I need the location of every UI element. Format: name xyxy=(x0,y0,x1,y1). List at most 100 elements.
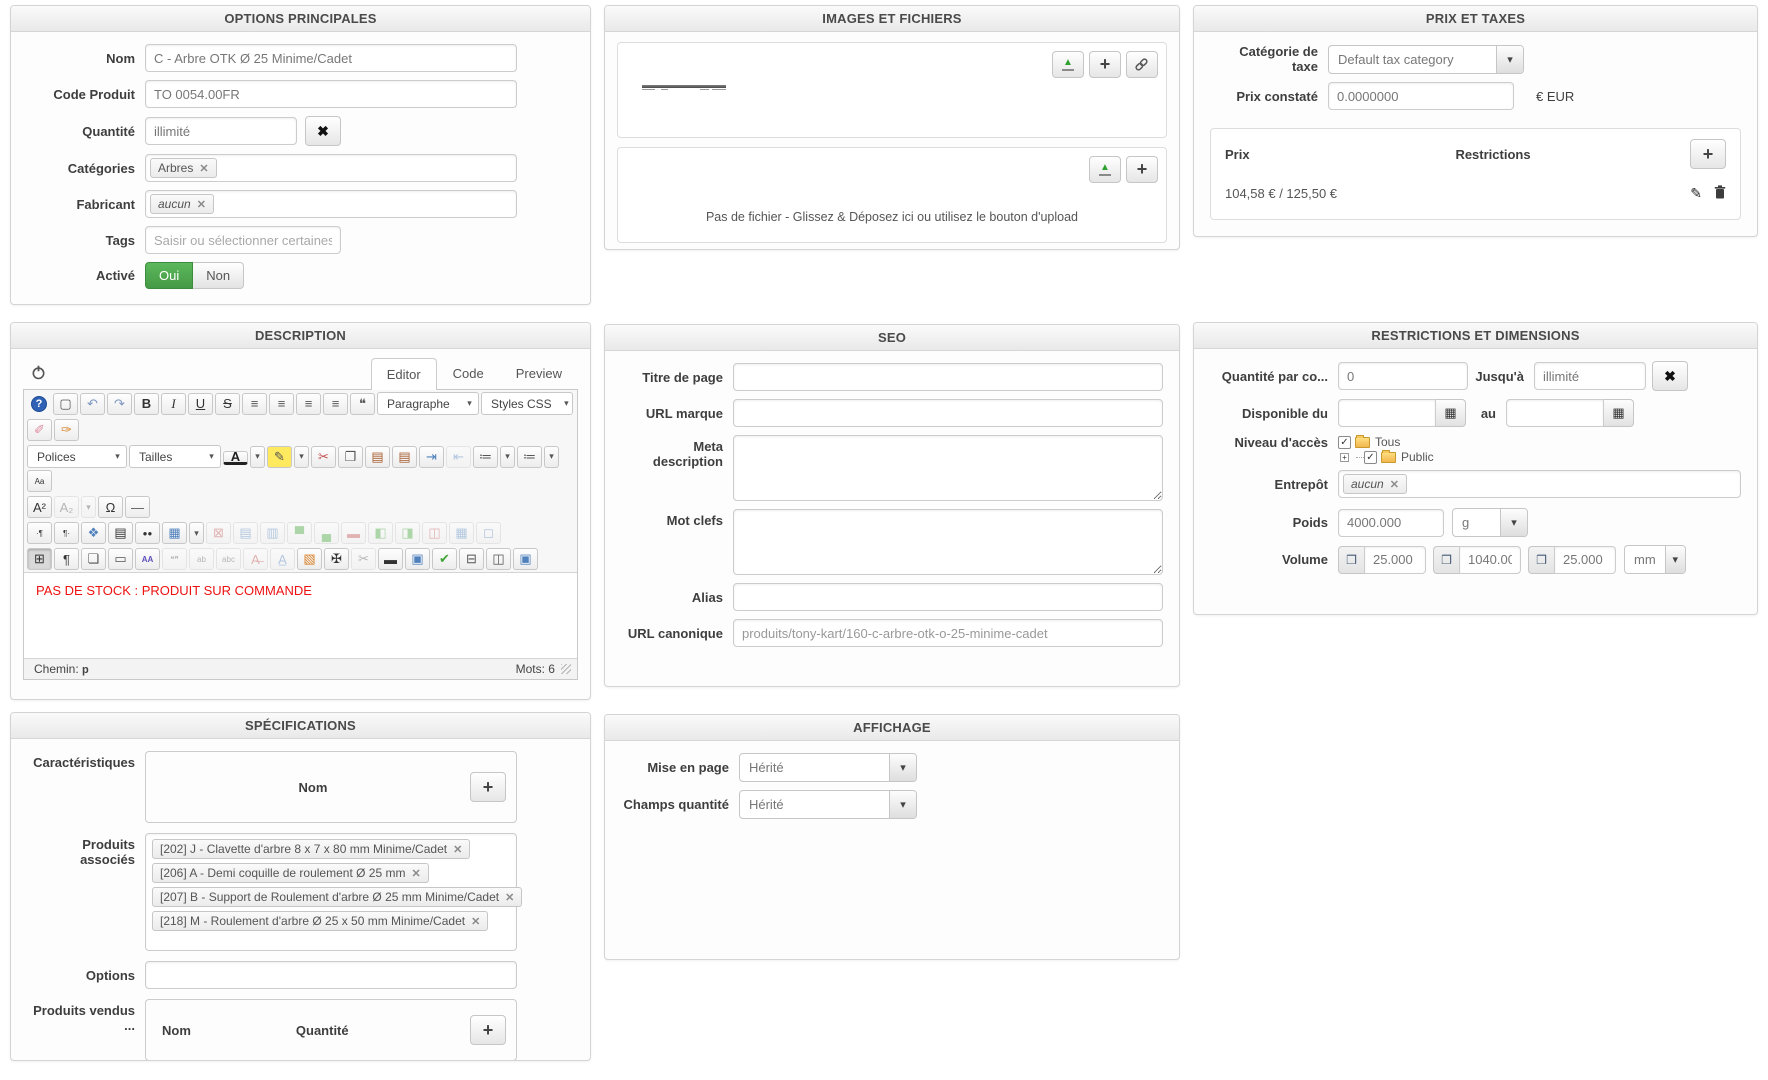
indent-icon[interactable]: ⇥ xyxy=(419,445,444,468)
champs-quantite-select[interactable]: Hérité ▾ xyxy=(738,790,917,819)
font-color-dropdown-icon[interactable]: ▾ xyxy=(250,445,265,468)
css-styles-dropdown[interactable]: Styles CSS ▾ xyxy=(481,392,573,415)
jusqua-input[interactable] xyxy=(1533,362,1646,390)
dimension-button[interactable]: ❒ xyxy=(1432,545,1459,574)
checkbox-checked[interactable]: ✓ xyxy=(1337,435,1351,449)
poids-unit-select[interactable]: g ▾ xyxy=(1451,508,1528,537)
insert-image-icon[interactable]: ▣ xyxy=(513,548,538,570)
dimension-button[interactable]: ❒ xyxy=(1527,545,1554,574)
page-break-icon[interactable]: ❏ xyxy=(81,548,106,570)
resize-grip[interactable] xyxy=(560,664,571,674)
add-image-button[interactable]: + xyxy=(1088,51,1121,78)
add-price-button[interactable]: + xyxy=(1690,139,1726,169)
quantite-input[interactable] xyxy=(145,117,297,145)
delete-price-icon[interactable] xyxy=(1714,185,1726,202)
poids-input[interactable] xyxy=(1337,508,1444,537)
volume-unit-select[interactable]: mm ▾ xyxy=(1623,545,1686,574)
cut-icon[interactable]: ✂ xyxy=(311,445,336,468)
editor-power-button[interactable] xyxy=(23,359,54,389)
bold-icon[interactable]: B xyxy=(134,392,159,415)
tree-item-tous[interactable]: ✓ Tous xyxy=(1337,434,1434,449)
align-center-icon[interactable]: ≡ xyxy=(269,392,294,415)
help-icon[interactable]: ? xyxy=(31,395,47,412)
tab-code[interactable]: Code xyxy=(452,366,484,381)
undo-icon[interactable]: ↶ xyxy=(80,392,105,415)
ltr-icon[interactable]: ·¶ xyxy=(27,522,52,544)
product-image-thumbnail[interactable] xyxy=(641,85,1166,90)
remove-tag-icon[interactable]: ✕ xyxy=(471,915,481,928)
find-replace-icon[interactable]: ●● xyxy=(135,522,160,544)
nom-input[interactable] xyxy=(145,44,517,72)
eraser-icon[interactable]: ✐ xyxy=(27,419,52,441)
meta-description-textarea[interactable] xyxy=(732,435,1163,501)
script-dropdown-icon[interactable]: ▾ xyxy=(81,496,96,518)
insertion-icon[interactable]: A̲ xyxy=(270,548,295,570)
deletion-icon[interactable]: A̶ xyxy=(243,548,268,570)
fonts-dropdown[interactable]: Polices ▾ xyxy=(27,445,127,468)
media-icon[interactable]: ▣ xyxy=(405,548,430,570)
disponible-du-input[interactable] xyxy=(1337,399,1436,427)
clear-quantity-button[interactable]: ✖ xyxy=(305,116,341,146)
dimension-button[interactable]: ❒ xyxy=(1337,545,1364,574)
bullet-list-icon[interactable]: ≔ xyxy=(517,445,542,468)
ordered-list-dropdown-icon[interactable]: ▾ xyxy=(500,445,515,468)
remove-tag-icon[interactable]: ✕ xyxy=(196,198,206,211)
active-yes-button[interactable]: Oui xyxy=(145,262,194,289)
disponible-au-input[interactable] xyxy=(1505,399,1604,427)
row-properties-icon[interactable]: ▤ xyxy=(233,522,258,544)
remove-tag-icon[interactable]: ✕ xyxy=(411,867,421,880)
redo-icon[interactable]: ↷ xyxy=(107,392,132,415)
alias-input[interactable] xyxy=(732,583,1163,611)
remove-tag-icon[interactable]: ✕ xyxy=(199,162,209,175)
remove-tag-icon[interactable]: ✕ xyxy=(453,843,463,856)
code-produit-input[interactable] xyxy=(145,80,517,108)
tree-item-public[interactable]: + ✓ Public xyxy=(1339,449,1434,464)
edit-image-icon[interactable]: ▧ xyxy=(297,548,322,570)
tags-input[interactable] xyxy=(145,226,341,254)
editor-content[interactable]: PAS DE STOCK : PRODUIT SUR COMMANDE xyxy=(24,572,577,658)
mise-en-page-select[interactable]: Hérité ▾ xyxy=(738,753,917,782)
url-marque-input[interactable] xyxy=(732,399,1163,427)
highlight-color-icon[interactable]: ✎ xyxy=(267,445,292,468)
clean-formatting-icon[interactable]: ✑ xyxy=(54,419,79,441)
checkbox-checked[interactable]: ✓ xyxy=(1363,450,1377,464)
expand-icon[interactable]: + xyxy=(1339,452,1349,462)
volume-y-input[interactable] xyxy=(1458,545,1521,574)
show-blocks-icon[interactable]: ¶ xyxy=(54,548,79,570)
insert-column-left-icon[interactable]: ◧ xyxy=(368,522,393,544)
tab-editor[interactable]: Editor xyxy=(370,358,437,390)
insert-row-above-icon[interactable]: ▀ xyxy=(287,522,312,544)
anchor-icon[interactable]: ✠ xyxy=(324,548,349,570)
underline-icon[interactable]: U xyxy=(188,392,213,415)
rtl-icon[interactable]: ¶· xyxy=(54,522,79,544)
insert-row-below-icon[interactable]: ▄ xyxy=(314,522,339,544)
edit-price-icon[interactable]: ✎ xyxy=(1690,185,1702,201)
volume-x-input[interactable] xyxy=(1363,545,1426,574)
superscript-icon[interactable]: A² xyxy=(27,496,52,518)
citation-icon[interactable]: ❝❞ xyxy=(162,548,187,570)
align-justify-icon[interactable]: ≡ xyxy=(242,392,267,415)
quantite-commande-input[interactable] xyxy=(1337,362,1468,390)
spellcheck-icon[interactable]: ✔ xyxy=(432,548,457,570)
fullscreen-icon[interactable]: ❖ xyxy=(81,522,106,544)
strikethrough-icon[interactable]: S xyxy=(215,392,240,415)
special-character-icon[interactable]: Ω xyxy=(98,496,123,518)
insert-column-right-icon[interactable]: ◨ xyxy=(395,522,420,544)
align-right-icon[interactable]: ≡ xyxy=(323,392,348,415)
calendar-button[interactable]: ▦ xyxy=(1435,399,1466,427)
delete-row-icon[interactable]: ▬ xyxy=(341,522,366,544)
paste-icon[interactable]: ▤ xyxy=(365,445,390,468)
acronym-icon[interactable]: abc xyxy=(216,548,241,570)
cell-properties-icon[interactable]: ▥ xyxy=(260,522,285,544)
italic-icon[interactable]: I xyxy=(161,392,186,415)
files-dropzone[interactable]: ▲ + Pas de fichier - Glissez & Déposez i… xyxy=(616,147,1167,243)
subscript-icon[interactable]: A₂ xyxy=(54,496,79,518)
bullet-list-dropdown-icon[interactable]: ▾ xyxy=(544,445,559,468)
entrepot-tagbox[interactable]: aucun ✕ xyxy=(1337,470,1741,498)
insert-table-icon[interactable]: ▦ xyxy=(162,522,187,544)
font-color-icon[interactable]: A xyxy=(223,450,248,465)
paragraph-format-dropdown[interactable]: Paragraphe ▾ xyxy=(377,392,479,415)
active-no-button[interactable]: Non xyxy=(193,262,245,289)
visual-borders-icon[interactable]: ⊞ xyxy=(27,548,52,570)
new-document-icon[interactable]: ▢ xyxy=(53,392,78,415)
